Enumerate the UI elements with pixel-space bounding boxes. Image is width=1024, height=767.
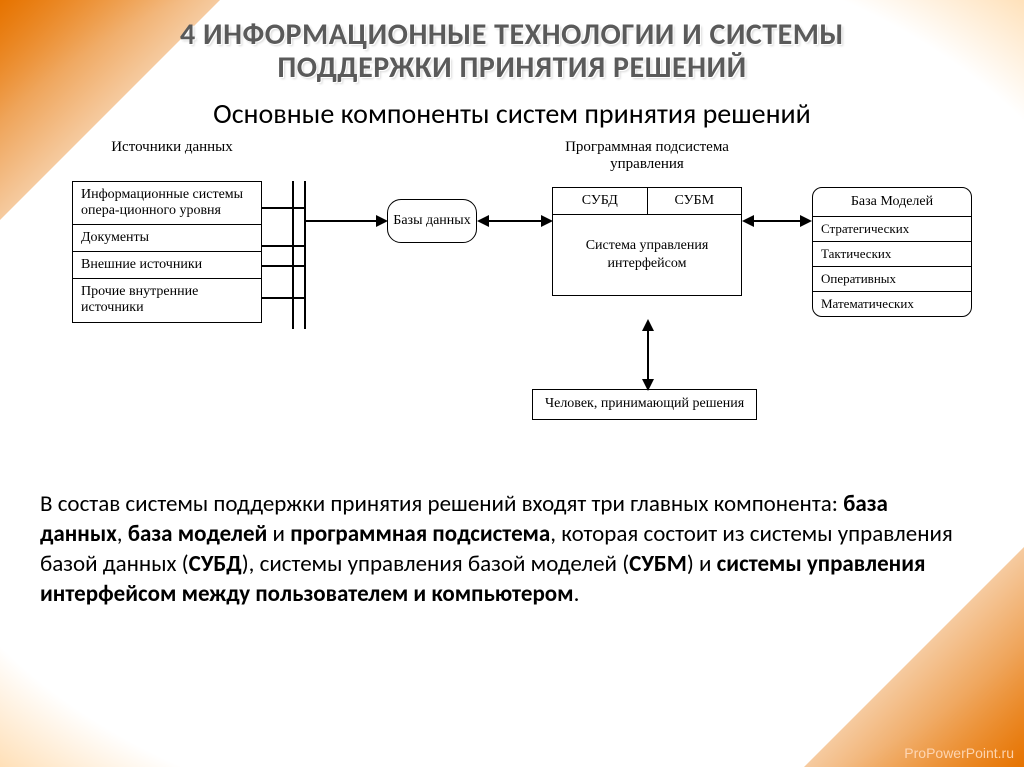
model-cell: Математических (813, 291, 971, 316)
body-paragraph: В состав системы поддержки принятия реше… (40, 490, 974, 610)
subd-cell: СУБД (553, 188, 648, 214)
model-cell: Оперативных (813, 266, 971, 291)
p: , (117, 520, 128, 548)
title-line1: 4 ИНФОРМАЦИОННЫЕ ТЕХНОЛОГИИ И СИСТЕМЫ (180, 16, 844, 53)
database-node: Базы данных (387, 199, 477, 243)
arrow-double-icon (742, 213, 812, 229)
bus-bar (292, 181, 294, 329)
tick (262, 245, 306, 247)
models-node: База Моделей Стратегических Тактических … (812, 187, 972, 317)
watermark: ProPowerPoint.ru (904, 745, 1014, 761)
model-cell: Стратегических (813, 216, 971, 241)
diagram: Источники данных Программная подсистема … (42, 139, 982, 439)
p: В состав системы поддержки принятия реше… (40, 490, 843, 518)
program-header: Программная подсистема управления (532, 139, 762, 174)
source-cell: Информационные системы опера-ционного ур… (73, 182, 261, 224)
p: . (574, 580, 580, 608)
slide-subtitle: Основные компоненты систем принятия реше… (0, 96, 1024, 131)
slide-title: 4 ИНФОРМАЦИОННЫЕ ТЕХНОЛОГИИ И СИСТЕМЫ ПО… (0, 0, 1024, 84)
sources-header: Источники данных (102, 139, 242, 156)
interface-system-cell: Система управления интерфейсом (553, 214, 741, 295)
title-line2: ПОДДЕРЖКИ ПРИНЯТИЯ РЕШЕНИЙ (277, 49, 746, 86)
subm-cell: СУБМ (648, 188, 742, 214)
sources-stack: Информационные системы опера-ционного ур… (72, 181, 262, 323)
models-header: База Моделей (813, 188, 971, 216)
source-cell: Документы (73, 224, 261, 251)
source-cell: Внешние источники (73, 251, 261, 278)
source-cell: Прочие внутренние источники (73, 278, 261, 321)
tick (262, 265, 306, 267)
model-cell: Тактических (813, 241, 971, 266)
arrow-double-vertical-icon (640, 319, 656, 391)
tick (262, 207, 306, 209)
program-subsystem-node: СУБД СУБМ Система управления интерфейсом (552, 187, 742, 296)
human-node: Человек, принимающий решения (532, 389, 757, 420)
p: ), системы управления базой моделей ( (242, 550, 629, 578)
b: СУБМ (629, 550, 687, 578)
arrow-double-icon (477, 213, 553, 229)
b: база моделей (128, 520, 268, 548)
p: ) и (687, 550, 717, 578)
arrow-right-icon (306, 213, 388, 229)
b: СУБД (189, 550, 242, 578)
b: программная подсистема (290, 520, 550, 548)
p: и (267, 520, 290, 548)
human-label: Человек, принимающий решения (545, 396, 744, 411)
database-label: Базы данных (393, 213, 470, 228)
tick (262, 297, 306, 299)
bus-bar (304, 181, 306, 329)
